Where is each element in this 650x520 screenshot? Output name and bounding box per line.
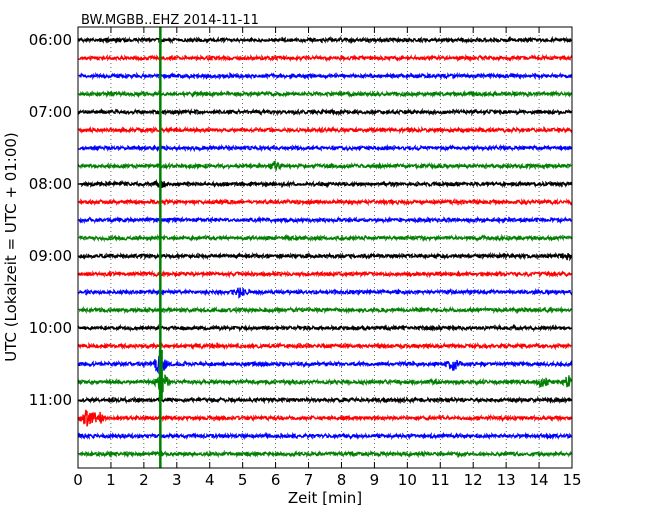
trace-0700 bbox=[78, 107, 572, 117]
x-tick-label: 13 bbox=[497, 471, 516, 489]
y-tick-label: 08:00 bbox=[29, 175, 72, 193]
trace-0915 bbox=[78, 269, 572, 279]
trace-0645 bbox=[78, 89, 572, 99]
trace-1100 bbox=[78, 395, 572, 405]
y-tick-label: 11:00 bbox=[29, 391, 72, 409]
trace-0845 bbox=[78, 233, 572, 243]
x-tick-label: 6 bbox=[271, 471, 281, 489]
x-tick-label: 2 bbox=[139, 471, 149, 489]
y-tick-label: 07:00 bbox=[29, 103, 72, 121]
trace-0600 bbox=[78, 35, 572, 45]
chart-title: BW.MGBB..EHZ 2014-11-11 bbox=[81, 13, 259, 28]
trace-group bbox=[78, 35, 572, 459]
x-tick-label: 8 bbox=[337, 471, 347, 489]
y-tick-label: 10:00 bbox=[29, 319, 72, 337]
trace-1115 bbox=[78, 409, 572, 427]
x-tick-label: 15 bbox=[562, 471, 581, 489]
grid-lines bbox=[110, 27, 540, 468]
trace-0745 bbox=[78, 160, 572, 171]
x-tick-label: 9 bbox=[370, 471, 380, 489]
x-tick-label: 1 bbox=[106, 471, 116, 489]
trace-0900 bbox=[78, 251, 572, 262]
trace-0930 bbox=[78, 287, 572, 299]
x-tick-label: 10 bbox=[398, 471, 417, 489]
axis-ticks: 0 1 2 3 4 5 6 7 8 9 10 11 12 13 14 1506:0007:0008:0009:… bbox=[29, 27, 582, 489]
trace-1130 bbox=[78, 431, 572, 441]
trace-0830 bbox=[78, 215, 572, 225]
trace-0730 bbox=[78, 143, 572, 153]
x-tick-label: 12 bbox=[464, 471, 483, 489]
y-tick-label: 09:00 bbox=[29, 247, 72, 265]
trace-1030 bbox=[78, 355, 572, 375]
trace-0945 bbox=[78, 305, 572, 315]
trace-0800 bbox=[78, 178, 572, 189]
trace-1045 bbox=[78, 368, 572, 393]
trace-1145 bbox=[78, 449, 572, 459]
trace-1000 bbox=[78, 323, 572, 333]
x-tick-label: 0 bbox=[73, 471, 83, 489]
marker-line-group bbox=[158, 27, 163, 468]
x-tick-label: 7 bbox=[304, 471, 314, 489]
x-tick-label: 14 bbox=[530, 471, 549, 489]
x-tick-label: 5 bbox=[238, 471, 248, 489]
trace-0715 bbox=[78, 125, 572, 135]
trace-0815 bbox=[78, 197, 572, 207]
plot-frame bbox=[77, 26, 573, 469]
y-axis-label: UTC (Lokalzeit = UTC + 01:00) bbox=[2, 132, 20, 362]
x-tick-label: 4 bbox=[205, 471, 215, 489]
x-tick-label: 11 bbox=[431, 471, 450, 489]
x-axis-label: Zeit [min] bbox=[288, 489, 362, 507]
trace-0630 bbox=[78, 71, 572, 81]
trace-1015 bbox=[78, 341, 572, 351]
trace-0615 bbox=[78, 53, 572, 63]
x-tick-label: 3 bbox=[172, 471, 182, 489]
y-tick-label: 06:00 bbox=[29, 31, 72, 49]
